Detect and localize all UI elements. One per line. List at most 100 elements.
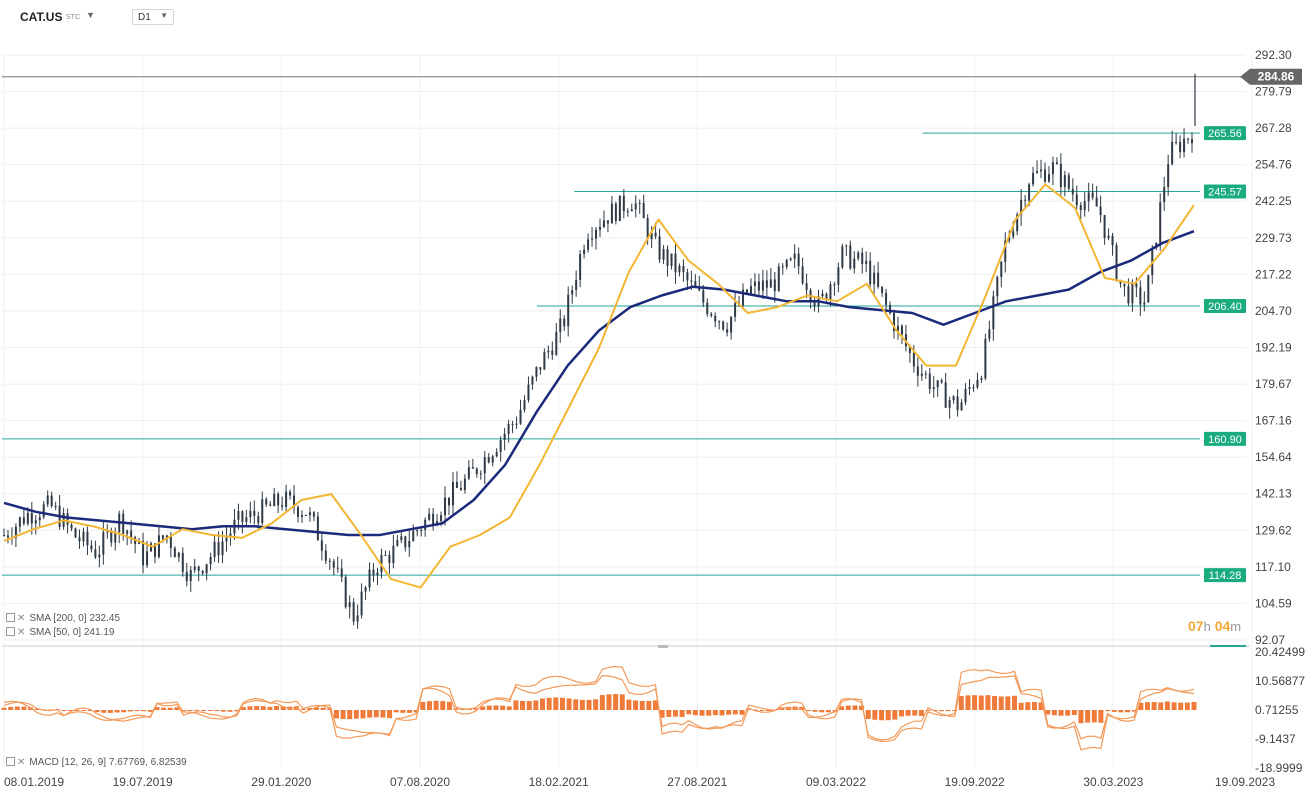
candle-body <box>749 286 752 294</box>
candle-body <box>523 400 526 410</box>
symbol-name[interactable]: CAT.US <box>20 10 63 24</box>
macd-histogram-bar <box>918 710 924 716</box>
candle-body <box>765 280 768 288</box>
candle-body <box>241 511 244 522</box>
candle-body <box>74 528 77 538</box>
candle-body <box>587 239 590 250</box>
countdown-hours: 07 <box>1188 618 1204 634</box>
candle-body <box>932 387 935 390</box>
sma50-value: 241.19 <box>83 627 115 638</box>
indicator-settings-icon[interactable] <box>6 627 15 636</box>
macd-histogram-bar <box>606 694 612 710</box>
indicator-settings-icon[interactable] <box>6 757 15 766</box>
support-resistance-levels[interactable]: 265.56 245.57 206.40 160.90 114.28 284.86 <box>2 68 1302 583</box>
candle-body <box>50 495 53 507</box>
macd-histogram-bar <box>267 706 273 710</box>
legend-sma200[interactable]: ✕ SMA [200, 0] 232.45 <box>6 613 120 625</box>
candle-body <box>686 272 689 281</box>
candle-body <box>698 287 701 291</box>
close-icon[interactable]: ✕ <box>17 627 26 638</box>
candle-body <box>1079 205 1082 210</box>
candle-body <box>1004 240 1007 262</box>
candle-body <box>900 325 903 335</box>
candle-body <box>1179 142 1182 153</box>
legend-macd[interactable]: ✕ MACD [12, 26, 9] 7.67769, 6.82539 <box>6 757 187 769</box>
candle-body <box>626 211 629 213</box>
macd-histogram-bar <box>633 700 639 710</box>
candle-body <box>1099 206 1102 216</box>
candle-body <box>332 561 335 568</box>
candle-body <box>873 272 876 285</box>
close-icon[interactable]: ✕ <box>17 757 26 768</box>
candle-body <box>102 532 105 555</box>
legend-sma50[interactable]: ✕ SMA [50, 0] 241.19 <box>6 627 114 639</box>
candle-body <box>885 292 888 305</box>
candle-body <box>694 281 697 288</box>
timeframe-select[interactable]: D1 ▼ <box>132 9 174 25</box>
macd-histogram-bar <box>799 706 805 710</box>
macd-histogram-bar <box>1105 710 1111 712</box>
candle-body <box>845 245 848 247</box>
macd-histogram-bar <box>945 710 951 712</box>
macd-histogram-bar <box>998 696 1004 710</box>
close-icon[interactable]: ✕ <box>17 613 26 624</box>
candle-body <box>718 321 721 323</box>
macd-histogram-bar <box>1131 710 1137 712</box>
macd-histogram-bar <box>121 710 127 713</box>
moving-averages <box>3 183 1195 589</box>
candle-body <box>861 252 864 265</box>
macd-histogram-bar <box>513 700 519 710</box>
candle-body <box>928 373 931 390</box>
macd-histogram-bar <box>34 708 40 710</box>
candle-body <box>622 195 625 212</box>
candle-body <box>503 433 506 441</box>
macd-histogram-bar <box>879 710 885 721</box>
level-badge <box>1204 568 1246 583</box>
y-tick-label: 279.79 <box>1255 85 1292 99</box>
candle-body <box>745 289 748 294</box>
macd-histogram-bar <box>766 710 772 711</box>
macd-panel <box>1 665 1197 751</box>
macd-histogram-bar <box>180 710 186 712</box>
y-tick-label: 167.16 <box>1255 414 1292 428</box>
macd-histogram-bar <box>1045 710 1051 715</box>
macd-histogram-bar <box>905 710 911 716</box>
macd-histogram-bar <box>74 709 80 711</box>
symbol-dropdown-icon[interactable]: ▼ <box>86 10 95 20</box>
candle-body <box>189 569 192 582</box>
macd-histogram-bar <box>533 700 539 710</box>
macd-histogram-bar <box>506 706 512 710</box>
candle-body <box>515 423 518 425</box>
macd-histogram-bar <box>712 710 718 716</box>
macd-histogram-bar <box>865 710 871 719</box>
sma50-line <box>3 183 1195 589</box>
macd-histogram-bar <box>214 710 220 712</box>
macd-tick-label: -18.9999 <box>1255 761 1303 775</box>
candle-body <box>757 281 760 291</box>
macd-histogram-bar <box>1091 710 1097 723</box>
candle-body <box>591 238 594 240</box>
current-price-badge <box>1240 68 1302 85</box>
candle-body <box>829 284 832 300</box>
macd-histogram-bar <box>127 710 133 712</box>
chart-toolbar: CAT.US STC ▼ D1 ▼ <box>0 0 300 34</box>
candle-body <box>916 366 919 376</box>
candle-body <box>1008 236 1011 241</box>
macd-histogram-bar <box>387 710 393 719</box>
indicator-settings-icon[interactable] <box>6 613 15 622</box>
macd-histogram-bar <box>599 695 605 710</box>
candle-body <box>161 535 164 540</box>
candle-body <box>42 504 45 518</box>
macd-line <box>3 665 1195 751</box>
macd-histogram-bar <box>726 710 732 715</box>
candle-body <box>1067 175 1070 189</box>
candle-body <box>249 510 252 518</box>
macd-histogram-bar <box>1 707 7 710</box>
x-tick-label: 09.03.2022 <box>806 775 866 789</box>
level-badge <box>1204 431 1246 446</box>
candle-body <box>1087 192 1090 202</box>
candle-body <box>265 499 268 505</box>
macd-tick-label: -9.1437 <box>1255 732 1296 746</box>
candle-body <box>1171 141 1174 165</box>
